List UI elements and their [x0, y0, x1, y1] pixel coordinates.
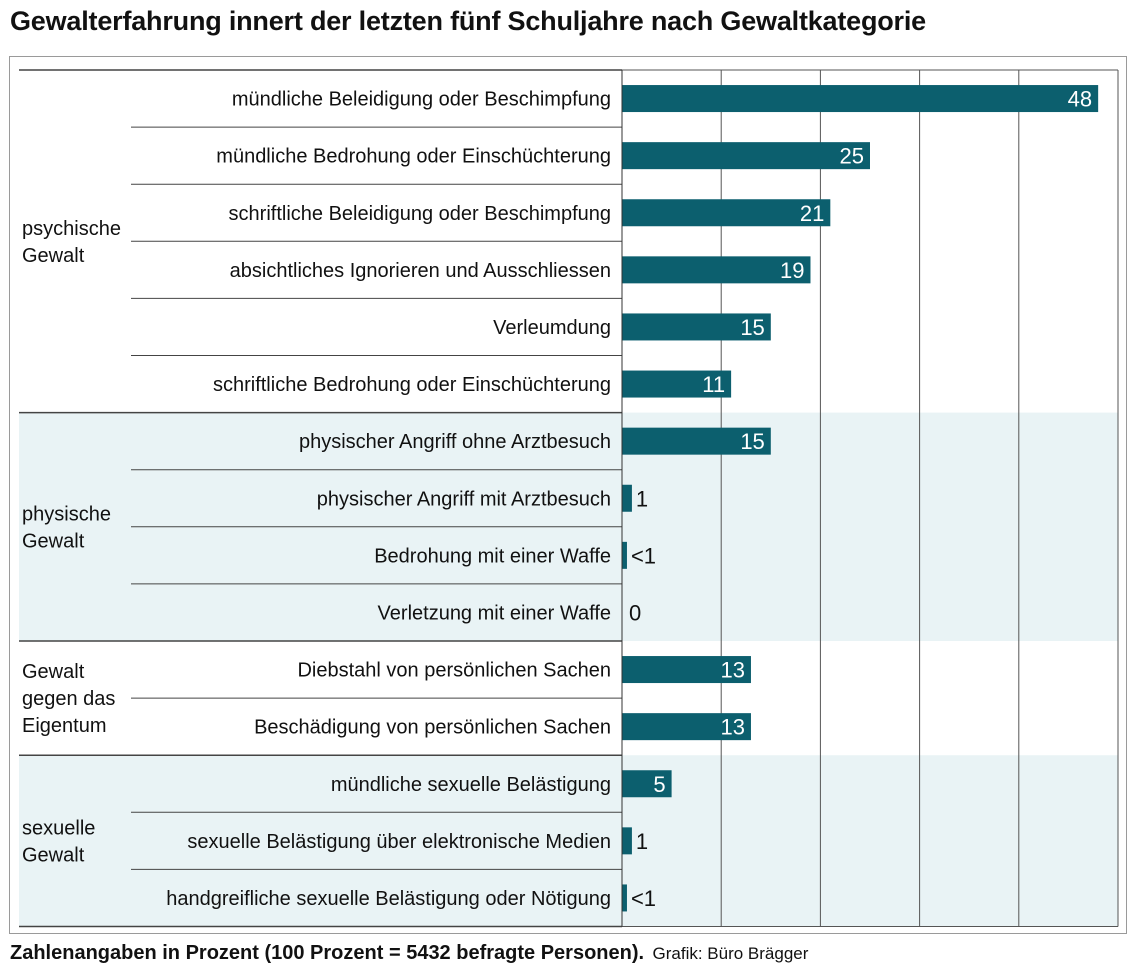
category-label: schriftliche Beleidigung oder Beschimpfu… [229, 203, 611, 225]
value-label: 15 [740, 429, 764, 454]
category-label: handgreifliche sexuelle Belästigung oder… [166, 888, 611, 910]
category-label: Diebstahl von persönlichen Sachen [297, 660, 611, 682]
value-label: 11 [702, 372, 725, 397]
bar [622, 541, 627, 569]
bar [622, 85, 1099, 113]
group-label: sexuelle [22, 817, 95, 839]
value-label: <1 [631, 543, 656, 568]
chart-frame: psychische Gewalt mündliche Beleidigung od… [9, 56, 1127, 934]
bar [622, 770, 672, 798]
group-label: Eigentum [22, 715, 107, 737]
value-label: 13 [720, 658, 744, 683]
category-label: Beschädigung von persönlichen Sachen [254, 717, 611, 739]
category-label: schriftliche Bedrohung oder Einschüchter… [213, 374, 611, 396]
value-label: 21 [800, 201, 824, 226]
category-label: physischer Angriff mit Arztbesuch [317, 488, 611, 510]
value-label: 19 [780, 258, 804, 283]
value-label: 1 [636, 486, 648, 511]
bar [622, 656, 751, 684]
category-label: absichtliches Ignorieren und Ausschliess… [230, 260, 611, 282]
value-label: 15 [740, 315, 764, 340]
category-label: sexuelle Belästigung über elektronische … [187, 831, 611, 853]
category-label: mündliche sexuelle Belästigung [331, 774, 611, 796]
group-band [19, 755, 1118, 927]
group-label: Gewalt [22, 530, 85, 552]
category-label: mündliche Bedrohung oder Einschüchterung [216, 146, 611, 168]
value-label: <1 [631, 886, 656, 911]
bar [622, 142, 870, 170]
value-label: 25 [840, 144, 864, 169]
chart-title: Gewalterfahrung innert der letzten fünf … [10, 6, 926, 36]
category-label: physischer Angriff ohne Arztbesuch [299, 431, 611, 453]
value-label: 5 [653, 772, 665, 797]
bar [622, 884, 627, 912]
group-label: physische [22, 503, 111, 525]
bar-chart: psychische Gewalt mündliche Beleidigung od… [19, 69, 1119, 928]
group-label: Gewalt [22, 844, 85, 866]
category-label: Verletzung mit einer Waffe [378, 602, 611, 624]
category-label: mündliche Beleidigung oder Beschimpfung [232, 89, 611, 111]
bar [622, 427, 771, 455]
group-label: Gewalt [22, 245, 85, 267]
category-label: Verleumdung [493, 317, 611, 339]
bar [622, 199, 831, 227]
footer-credit: Grafik: Büro Brägger [652, 944, 809, 963]
footer: Zahlenangaben in Prozent (100 Prozent = … [10, 942, 808, 965]
bar [622, 827, 632, 855]
bar [622, 713, 751, 741]
bar [622, 484, 632, 512]
group-label: gegen das [22, 688, 115, 710]
value-label: 1 [636, 829, 648, 854]
footer-note: Zahlenangaben in Prozent (100 Prozent = … [10, 942, 645, 964]
bar [622, 370, 732, 398]
group-label: Gewalt [22, 661, 85, 683]
value-label: 0 [629, 600, 641, 625]
value-label: 13 [720, 715, 744, 740]
bar [622, 313, 771, 341]
category-label: Bedrohung mit einer Waffe [374, 545, 611, 567]
group-label: psychische [22, 218, 121, 240]
value-label: 48 [1068, 87, 1092, 112]
bar [622, 256, 811, 284]
